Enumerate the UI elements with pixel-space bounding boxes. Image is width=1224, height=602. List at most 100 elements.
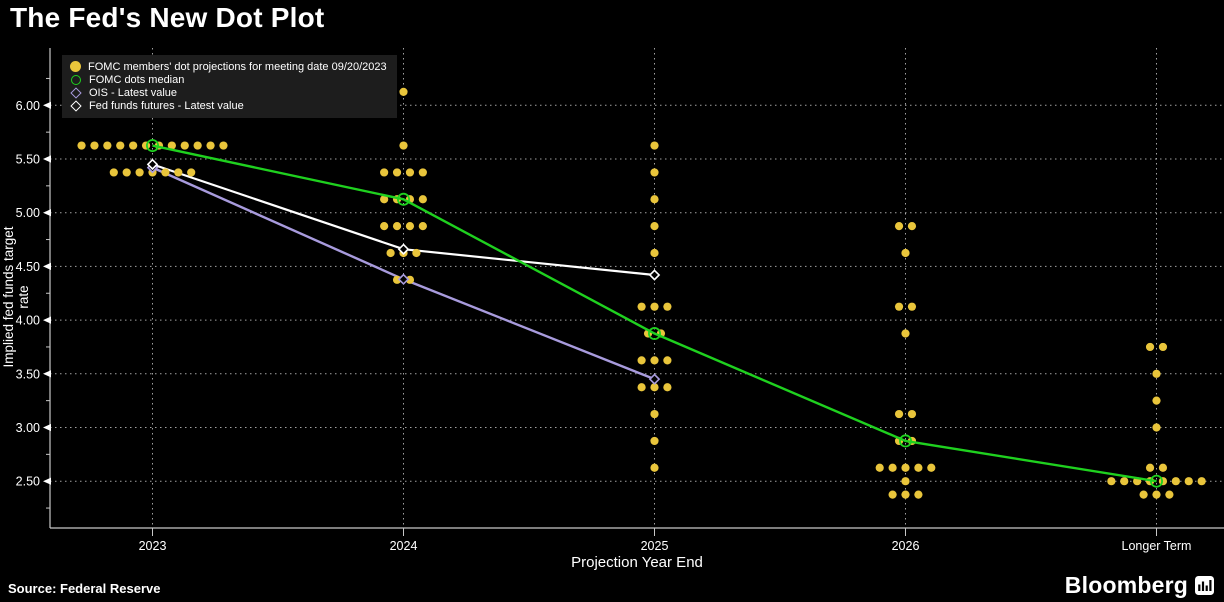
- fomc-dot: [650, 302, 659, 311]
- y-tick-label: 6.00: [16, 99, 40, 113]
- fomc-dot: [380, 195, 389, 204]
- fomc-dot: [1152, 396, 1161, 405]
- y-tick-arrow-icon: [43, 262, 51, 270]
- y-tick-arrow-icon: [43, 209, 51, 217]
- y-tick-label: 3.50: [16, 367, 40, 381]
- fomc-dot: [907, 222, 917, 231]
- y-tick-arrow-icon: [43, 101, 51, 109]
- fomc-dot: [412, 248, 421, 258]
- fomc-dot: [77, 141, 86, 150]
- filled-circle-icon: [70, 61, 81, 72]
- fomc-dot: [650, 436, 659, 446]
- open-circle-icon: [71, 74, 81, 85]
- fomc-dot: [650, 248, 659, 258]
- fomc-dot: [637, 302, 646, 311]
- fomc-dot: [399, 141, 408, 150]
- fomc-dot: [650, 168, 659, 177]
- y-tick-arrow-icon: [43, 423, 51, 432]
- legend-item-median: FOMC dots median: [70, 73, 387, 86]
- fomc-dot: [650, 195, 659, 204]
- x-tick-label: 2025: [641, 539, 669, 553]
- fomc-dot: [1158, 463, 1168, 472]
- fomc-dot: [392, 275, 402, 284]
- fomc-dot: [392, 222, 402, 231]
- x-tick-label: 2024: [390, 539, 418, 553]
- bloomberg-terminal-icon: [1195, 576, 1214, 595]
- fomc-dot: [650, 383, 659, 392]
- fomc-dot: [129, 141, 138, 150]
- futures-diamond: [397, 243, 410, 255]
- fomc-dot: [1165, 490, 1174, 499]
- fomc-dot: [418, 168, 427, 177]
- fomc-dot: [386, 248, 395, 258]
- fomc-dot: [418, 222, 427, 231]
- y-tick-label: 4.50: [16, 260, 40, 274]
- legend-item-futures: Fed funds futures - Latest value: [70, 99, 387, 112]
- x-tick-label: 2026: [892, 539, 920, 553]
- bloomberg-logo: Bloomberg: [1065, 572, 1214, 599]
- fomc-dot: [901, 463, 910, 472]
- fomc-dot: [888, 490, 897, 499]
- open-diamond-icon: [70, 86, 82, 99]
- fomc-dot: [907, 409, 917, 419]
- fomc-dot: [650, 409, 659, 419]
- y-tick-label: 2.50: [16, 475, 40, 489]
- fomc-dot: [894, 409, 904, 419]
- page-title: The Fed's New Dot Plot: [10, 2, 325, 33]
- fomc-dot: [161, 168, 170, 177]
- y-axis-label: Implied fed funds target rate: [1, 226, 31, 368]
- legend-item-fomc-dots: FOMC members' dot projections for meetin…: [70, 60, 387, 73]
- fomc-dot: [650, 463, 659, 472]
- fomc-dot: [875, 463, 884, 472]
- fomc-dot: [894, 222, 904, 231]
- fomc-dot: [1184, 477, 1193, 486]
- fomc-dot: [1107, 477, 1116, 486]
- fomc-dot: [180, 141, 189, 150]
- fomc-dot: [116, 141, 125, 150]
- y-tick-arrow-icon: [43, 316, 51, 324]
- fomc-dot: [663, 383, 672, 392]
- fomc-dot: [206, 141, 215, 150]
- fomc-dot: [380, 222, 389, 231]
- bloomberg-wordmark: Bloomberg: [1064, 572, 1188, 598]
- fomc-dot: [1120, 477, 1129, 486]
- fomc-dot: [380, 168, 389, 177]
- median-open-circle: [648, 327, 662, 341]
- fomc-dot: [888, 463, 897, 472]
- source-credit: Source: Federal Reserve: [8, 581, 161, 596]
- fomc-dot: [650, 222, 659, 231]
- y-tick-label: 5.50: [16, 153, 40, 167]
- fomc-dot: [399, 87, 408, 96]
- chart-legend: FOMC members' dot projections for meetin…: [62, 55, 397, 118]
- x-tick-label: Longer Term: [1122, 539, 1192, 553]
- ois-diamond: [397, 273, 410, 286]
- x-tick-label: 2023: [139, 539, 167, 553]
- fomc-dot: [1158, 342, 1168, 352]
- fomc-dot: [901, 329, 910, 338]
- fomc-dot: [174, 168, 183, 177]
- fomc-dot: [1171, 477, 1180, 486]
- fomc-dot: [405, 275, 415, 284]
- fomc-dot: [1145, 463, 1155, 472]
- y-tick-label: 4.00: [16, 314, 40, 328]
- fomc-dot: [219, 141, 228, 150]
- y-tick-label: 3.00: [16, 421, 40, 435]
- fomc-dot: [907, 302, 917, 311]
- fomc-dot: [650, 141, 659, 150]
- fomc-dot: [914, 490, 923, 499]
- y-tick-arrow-icon: [43, 370, 51, 378]
- futures-diamond: [146, 158, 159, 171]
- fomc-dot: [167, 141, 176, 150]
- median-open-circle: [145, 139, 159, 153]
- fomc-dot: [109, 168, 118, 177]
- fomc-dot: [187, 168, 196, 177]
- fomc-dot: [901, 490, 910, 499]
- fomc-dot: [90, 141, 99, 150]
- median-line: [152, 144, 1157, 483]
- fomc-dot: [650, 356, 659, 365]
- fomc-dot: [405, 168, 415, 177]
- fomc-dot: [135, 168, 144, 177]
- x-axis-label: Projection Year End: [571, 554, 703, 571]
